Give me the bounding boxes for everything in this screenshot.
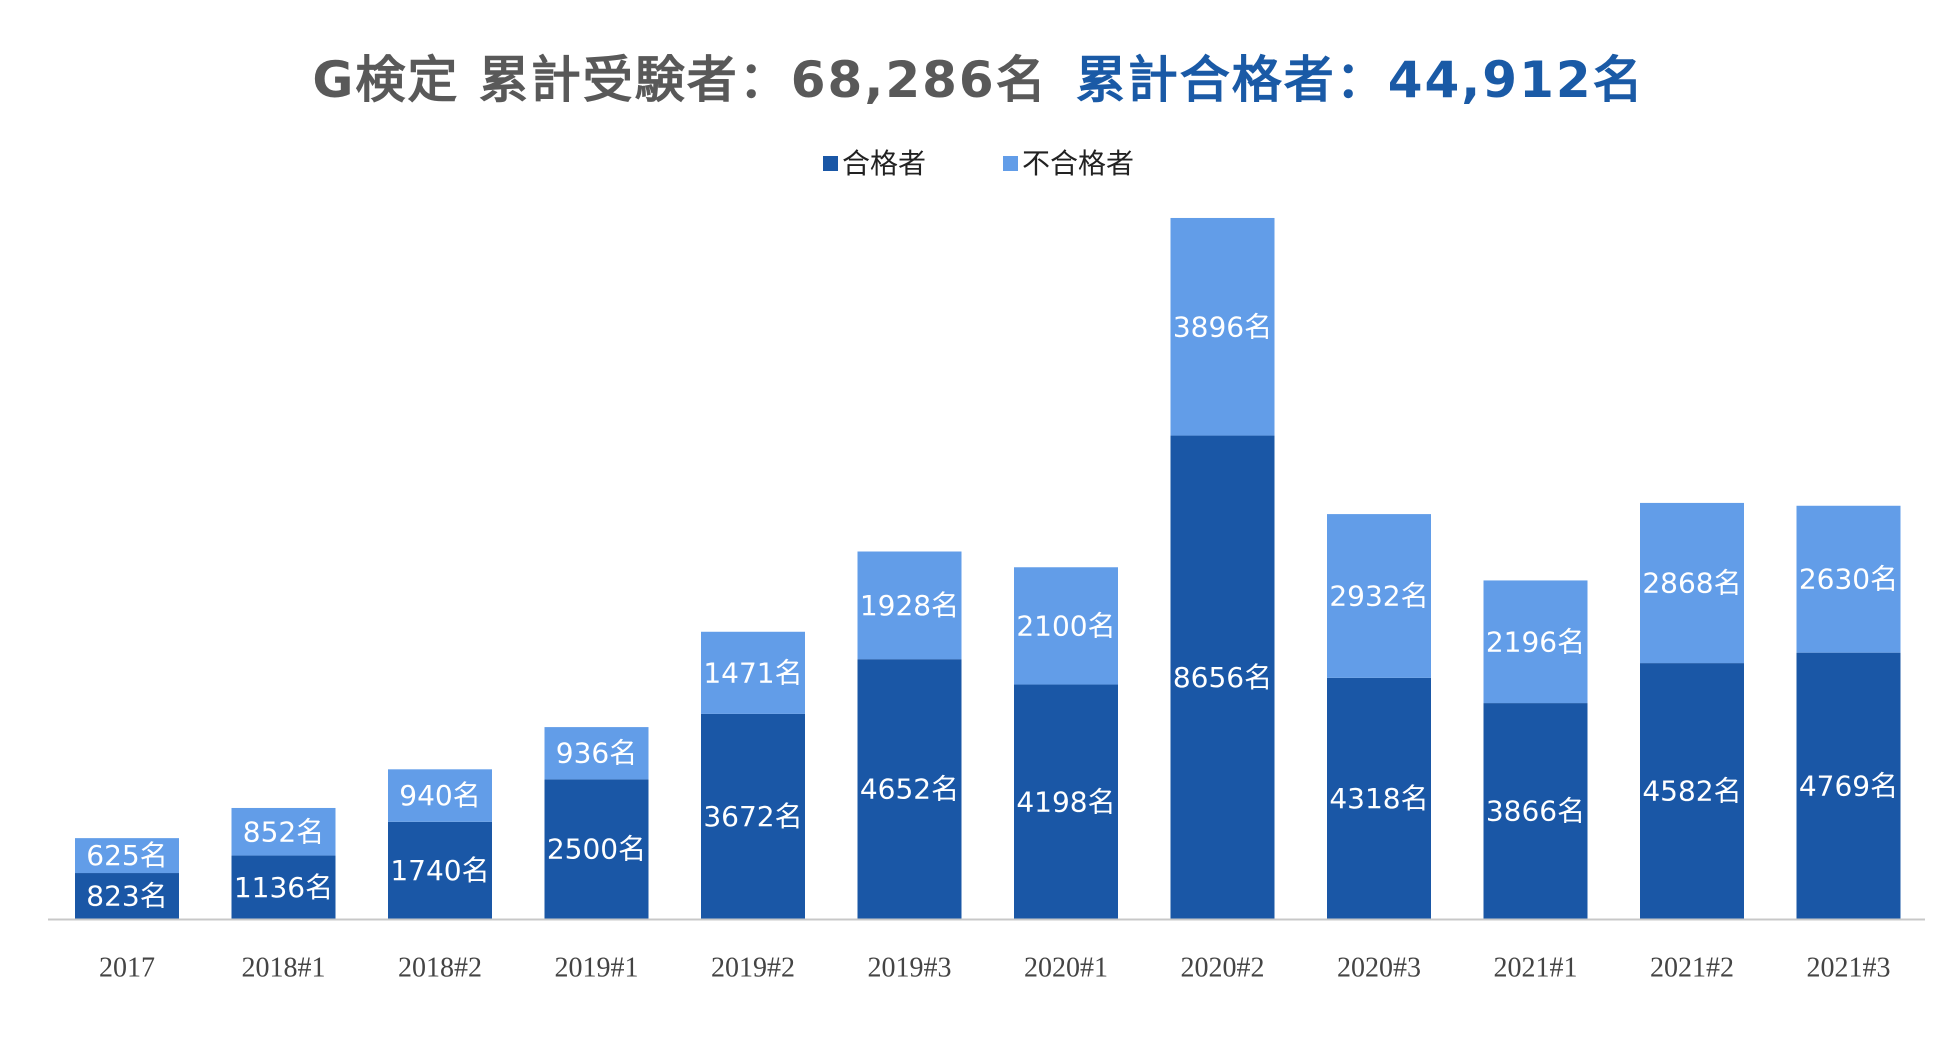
bar-fail <box>1327 514 1431 678</box>
x-tick-label: 2018#1 <box>242 953 326 984</box>
bar-pass <box>701 713 805 919</box>
legend-swatch-fail <box>1002 155 1018 171</box>
data-label-pass: 4198名 <box>1016 785 1115 818</box>
x-tick-label: 2021#3 <box>1807 953 1891 984</box>
data-label-fail: 940名 <box>399 779 480 812</box>
bar-fail <box>1640 502 1744 664</box>
legend-label-fail: 不合格者 <box>1021 147 1134 180</box>
bar-pass <box>857 659 962 919</box>
x-tick-label: 2017 <box>99 953 155 984</box>
x-tick-label: 2021#2 <box>1650 953 1734 984</box>
legend-label-pass: 合格者 <box>842 147 927 180</box>
bar-pass <box>1483 703 1588 919</box>
bar-fail <box>1483 580 1588 704</box>
x-tick-label: 2020#3 <box>1337 953 1421 984</box>
data-label-fail: 2100名 <box>1016 609 1115 642</box>
data-label-pass: 4769名 <box>1799 769 1898 802</box>
bar-pass <box>1014 684 1118 919</box>
data-label-pass: 823名 <box>86 880 167 913</box>
data-label-pass: 8656名 <box>1173 661 1272 694</box>
bar-fail <box>701 631 805 714</box>
bar-pass <box>1327 677 1431 919</box>
bar-pass <box>388 821 492 919</box>
title-total-passers: 累計合格者：44,912名 <box>1075 51 1645 109</box>
x-tick-label: 2021#1 <box>1494 953 1578 984</box>
data-label-fail: 2868名 <box>1642 567 1741 600</box>
data-label-fail: 936名 <box>556 737 637 770</box>
x-tick-label: 2019#1 <box>555 953 639 984</box>
bar-pass <box>1170 435 1275 919</box>
title-total-examinees: G検定 累計受験者：68,286名 <box>312 51 1048 109</box>
bar-fail <box>857 551 962 660</box>
bar-fail <box>231 807 336 856</box>
legend: 合格者 不合格者 <box>0 142 1957 182</box>
bar-pass <box>231 855 336 919</box>
bar-fail <box>1014 567 1118 685</box>
data-label-fail: 1928名 <box>860 589 959 622</box>
data-label-fail: 1471名 <box>703 656 802 689</box>
x-tick-label: 2020#2 <box>1181 953 1265 984</box>
legend-swatch-pass <box>823 155 839 171</box>
bar-fail <box>75 838 179 874</box>
data-label-pass: 1136名 <box>234 871 333 904</box>
data-label-fail: 625名 <box>86 839 167 872</box>
bar-fail <box>1170 217 1275 436</box>
data-label-pass: 2500名 <box>547 833 646 866</box>
bar-pass <box>544 779 649 919</box>
x-tick-label: 2020#1 <box>1024 953 1108 984</box>
legend-item-pass: 合格者 <box>823 142 926 182</box>
bar-fail <box>544 727 649 780</box>
bar-pass <box>1796 652 1901 919</box>
data-label-pass: 3866名 <box>1486 795 1585 828</box>
data-label-pass: 4318名 <box>1329 782 1428 815</box>
x-tick-label: 2019#3 <box>868 953 952 984</box>
data-label-pass: 1740名 <box>390 854 489 887</box>
legend-item-fail: 不合格者 <box>1002 142 1134 182</box>
data-label-pass: 4582名 <box>1642 775 1741 808</box>
data-label-fail: 852名 <box>243 815 324 848</box>
x-tick-label: 2018#2 <box>398 953 482 984</box>
data-label-fail: 3896名 <box>1173 310 1272 343</box>
data-label-pass: 4652名 <box>860 773 959 806</box>
chart-title: G検定 累計受験者：68,286名 累計合格者：44,912名 <box>0 40 1957 112</box>
data-label-pass: 3672名 <box>703 800 802 833</box>
data-label-fail: 2630名 <box>1799 563 1898 596</box>
data-label-fail: 2932名 <box>1329 579 1428 612</box>
data-label-fail: 2196名 <box>1486 625 1585 658</box>
bar-pass <box>75 873 179 919</box>
bar-pass <box>1640 663 1744 919</box>
bar-fail <box>1796 505 1901 653</box>
x-tick-label: 2019#2 <box>711 953 795 984</box>
bar-fail <box>388 769 492 822</box>
